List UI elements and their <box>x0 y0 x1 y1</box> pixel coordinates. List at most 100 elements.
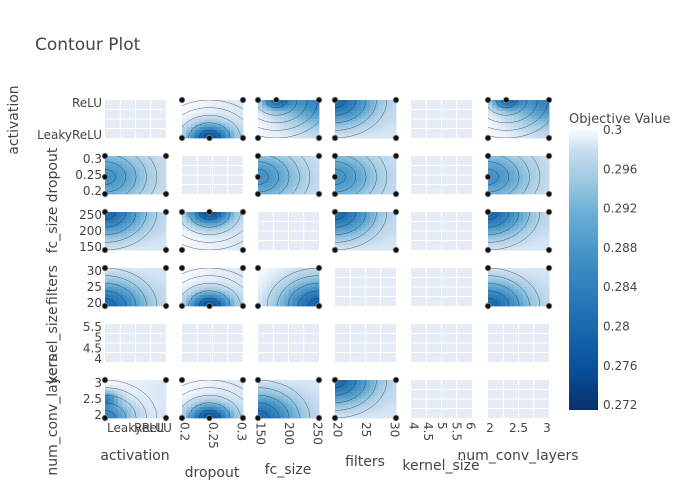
contour-fill <box>505 169 511 173</box>
contour-fill <box>199 276 205 280</box>
contour-fill <box>161 295 167 299</box>
contour-fill <box>348 407 353 411</box>
contour-fill <box>131 401 136 405</box>
contour-fill <box>378 401 384 405</box>
contour-fill <box>157 295 163 299</box>
contour-fill <box>216 212 222 216</box>
contour-line <box>105 212 147 243</box>
contour-fill <box>161 180 167 184</box>
contour-fill <box>109 284 115 288</box>
contour-fill <box>297 108 302 112</box>
contour-fill <box>148 396 154 400</box>
contour-fill <box>339 175 345 179</box>
contour-fill <box>365 177 371 181</box>
contour-fill <box>161 225 167 229</box>
contour-fill <box>352 399 358 403</box>
contour-fill <box>284 393 289 397</box>
contour-fill <box>148 289 154 293</box>
trial-point <box>484 173 492 181</box>
contour-fill <box>361 169 366 173</box>
contour-line <box>105 169 116 185</box>
contour-line <box>134 156 147 194</box>
contour-fill <box>518 180 524 184</box>
contour-fill <box>131 399 136 403</box>
contour-fill <box>262 276 268 280</box>
contour-fill <box>195 119 200 123</box>
contour-fill <box>271 303 276 307</box>
contour-fill <box>234 241 240 245</box>
contour-fill <box>496 158 502 162</box>
contour-fill <box>126 300 132 304</box>
contour-fill <box>387 166 393 170</box>
contour-fill <box>496 113 502 117</box>
contour-fill <box>144 164 149 168</box>
contour-fill <box>527 108 532 112</box>
contour-fill <box>501 247 506 251</box>
contour-fill <box>301 191 307 195</box>
contour-fill <box>105 233 110 237</box>
contour-fill <box>131 172 136 176</box>
contour-fill <box>514 233 519 237</box>
trial-point <box>162 152 170 160</box>
contour-fill <box>135 214 141 218</box>
contour-fill <box>122 158 128 162</box>
contour-fill <box>216 217 222 221</box>
contour-fill <box>157 281 163 285</box>
contour-fill <box>157 300 163 304</box>
contour-fill <box>186 225 192 229</box>
contour-fill <box>352 183 358 187</box>
contour-fill <box>275 119 281 123</box>
contour-fill <box>352 236 358 240</box>
contour-fill <box>343 212 349 216</box>
contour-fill <box>378 161 384 165</box>
contour-fill <box>186 270 192 274</box>
contour-fill <box>522 212 528 216</box>
contour-fill <box>292 166 298 170</box>
contour-fill <box>382 212 388 216</box>
contour-fill <box>496 273 502 277</box>
contour-fill <box>509 100 515 104</box>
contour-fill <box>271 185 276 189</box>
contour-fill <box>374 105 379 109</box>
contour-fill <box>135 401 141 405</box>
contour-fill <box>284 278 289 282</box>
contour-fill <box>365 393 371 397</box>
contour-fill <box>382 382 388 386</box>
contour-fill <box>391 390 397 394</box>
contour-fill <box>216 100 222 104</box>
contour-fill <box>203 119 209 123</box>
contour-line <box>488 212 499 220</box>
contour-fill <box>527 297 532 301</box>
contour-fill <box>284 116 289 120</box>
contour-fill <box>305 132 311 136</box>
contour-fill <box>335 132 340 136</box>
contour-fill <box>275 268 281 272</box>
contour-fill <box>535 113 541 117</box>
contour-line <box>488 212 520 236</box>
contour-fill <box>361 217 366 221</box>
contour-fill <box>234 273 240 277</box>
contour-fill <box>216 385 222 389</box>
trial-point <box>178 246 186 254</box>
contour-fill <box>288 407 294 411</box>
contour-fill <box>544 119 550 123</box>
contour-fill <box>509 172 515 176</box>
contour-fill <box>271 172 276 176</box>
contour-fill <box>365 132 371 136</box>
contour-fill <box>374 169 379 173</box>
subplot-grid <box>101 96 553 422</box>
contour-fill <box>387 382 393 386</box>
contour-fill <box>216 247 222 251</box>
contour-fill <box>234 388 240 392</box>
contour-fill <box>258 166 263 170</box>
contour-fill <box>262 284 268 288</box>
contour-fill <box>288 380 294 384</box>
contour-fill <box>118 401 123 405</box>
contour-fill <box>203 276 209 280</box>
contour-line <box>269 156 290 194</box>
contour-fill <box>152 239 158 243</box>
contour-fill <box>501 183 506 187</box>
contour-fill <box>113 390 119 394</box>
contour-fill <box>122 303 128 307</box>
contour-fill <box>225 108 231 112</box>
